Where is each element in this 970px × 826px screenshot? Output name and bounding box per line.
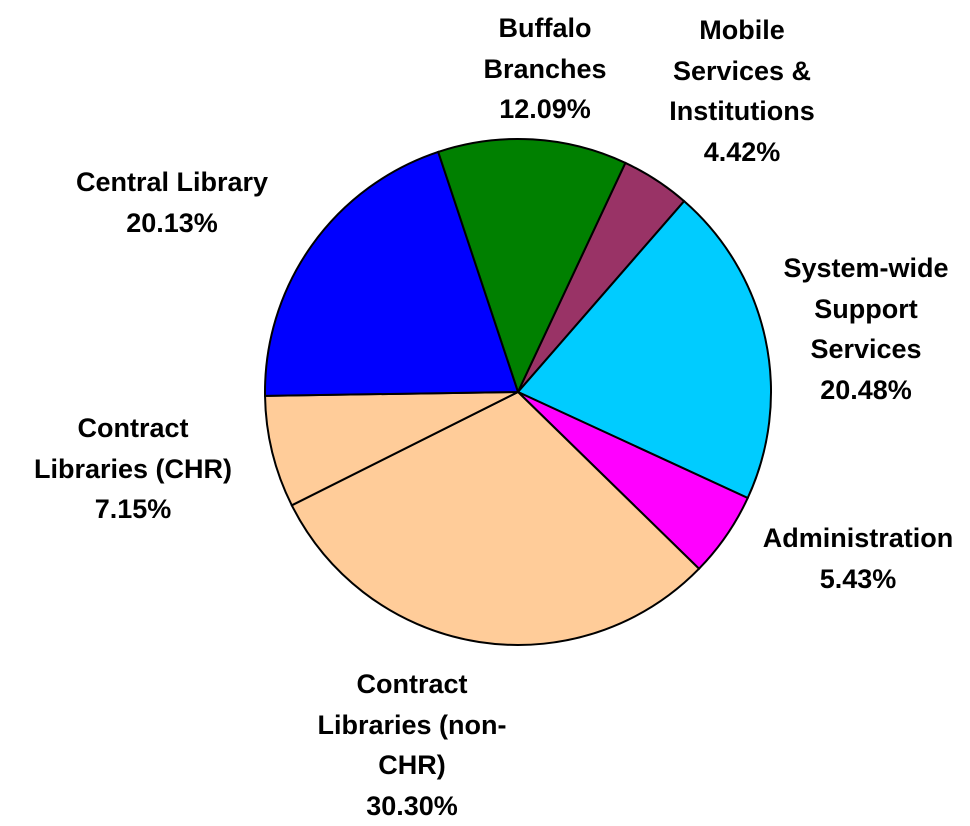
category-name: Central Library bbox=[76, 162, 268, 203]
value-label: 20.13% bbox=[76, 203, 268, 244]
category-name: Buffalo Branches bbox=[483, 8, 606, 89]
value-label: 30.30% bbox=[317, 786, 506, 826]
value-label: 7.15% bbox=[34, 489, 232, 530]
value-label: 20.48% bbox=[783, 370, 948, 411]
value-label: 4.42% bbox=[669, 132, 814, 173]
category-name: Contract Libraries (non- CHR) bbox=[317, 664, 506, 786]
slice-label: Contract Libraries (non- CHR)30.30% bbox=[317, 664, 506, 826]
category-name: Contract Libraries (CHR) bbox=[34, 408, 232, 489]
value-label: 5.43% bbox=[763, 559, 954, 600]
category-name: Mobile Services & Institutions bbox=[669, 10, 814, 132]
category-name: System-wide Support Services bbox=[783, 248, 948, 370]
category-name: Administration bbox=[763, 518, 954, 559]
value-label: 12.09% bbox=[483, 89, 606, 130]
slice-label: Contract Libraries (CHR)7.15% bbox=[34, 408, 232, 530]
